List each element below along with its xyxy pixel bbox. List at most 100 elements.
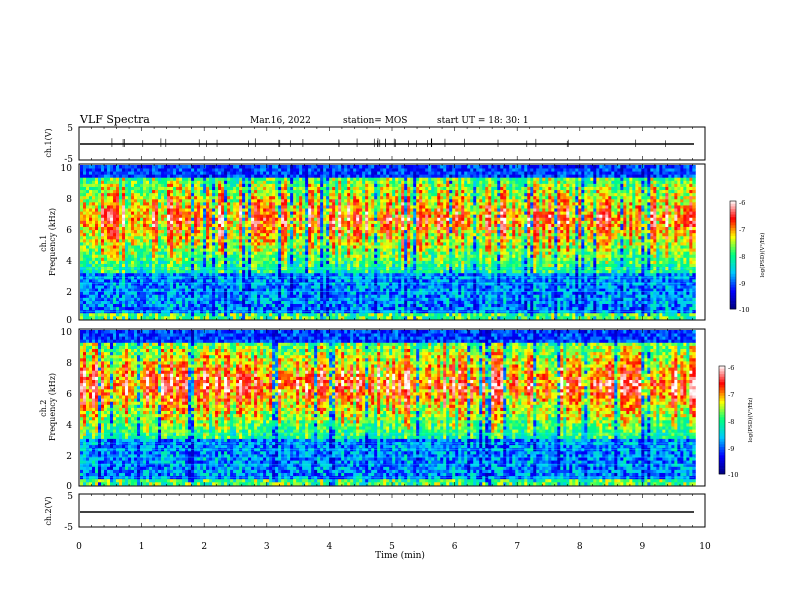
spectrogram-cell xyxy=(230,229,234,234)
spectrogram-cell xyxy=(257,254,261,258)
spectrogram-cell xyxy=(347,214,351,218)
spectrogram-cell xyxy=(275,288,279,292)
spectrogram-cell xyxy=(209,257,213,261)
spectrogram-cell xyxy=(356,238,360,243)
spectrogram-cell xyxy=(245,242,249,246)
spectrogram-cell xyxy=(233,183,237,187)
spectrogram-cell xyxy=(176,242,180,246)
spectrogram-cell xyxy=(86,214,90,218)
spectrogram-cell xyxy=(191,291,195,295)
spectrogram-cell xyxy=(218,294,222,298)
spectrogram-cell xyxy=(266,315,270,320)
spectrogram-cell xyxy=(188,168,192,172)
spectrogram-cell xyxy=(170,248,174,252)
spectrogram-cell xyxy=(185,288,189,292)
spectrogram-cell xyxy=(167,226,171,231)
spectrogram-cell xyxy=(140,217,144,221)
spectrogram-cell xyxy=(200,214,204,218)
spectrogram-cell xyxy=(305,263,309,268)
spectrogram-cell xyxy=(296,192,300,197)
spectrogram-cell xyxy=(143,291,147,295)
spectrogram-cell xyxy=(356,294,360,298)
spectrogram-cell xyxy=(107,208,111,212)
spectrogram-cell xyxy=(209,192,213,197)
spectrogram-cell xyxy=(263,306,267,311)
spectrogram-cell xyxy=(221,288,225,292)
spectrogram-cell xyxy=(212,278,216,283)
spectrogram-cell xyxy=(359,257,363,261)
spectrogram-cell xyxy=(365,186,369,191)
spectrogram-cell xyxy=(332,205,336,209)
spectrogram-cell xyxy=(317,288,321,292)
spectrogram-cell xyxy=(125,205,129,209)
spectrogram-cell xyxy=(368,192,372,197)
spectrogram-cell xyxy=(302,223,306,227)
spectrogram-cell xyxy=(131,288,135,292)
spectrogram-cell xyxy=(206,278,210,283)
spectrogram-cell xyxy=(116,192,120,197)
spectrogram-cell xyxy=(335,186,339,191)
spectrogram-cell xyxy=(263,217,267,221)
spectrogram-cell xyxy=(344,260,348,264)
spectrogram-cell xyxy=(116,278,120,283)
spectrogram-cell xyxy=(182,245,186,249)
spectrogram-cell xyxy=(233,205,237,209)
spectrogram-cell xyxy=(359,260,363,264)
spectrogram-cell xyxy=(197,217,201,221)
spectrogram-cell xyxy=(245,260,249,264)
spectrogram-cell xyxy=(218,232,222,237)
spectrogram-cell xyxy=(266,291,270,295)
spectrogram-cell xyxy=(125,211,129,215)
spectrogram-cell xyxy=(329,192,333,197)
spectrogram-cell xyxy=(209,251,213,255)
spectrogram-cell xyxy=(287,260,291,264)
spectrogram-cell xyxy=(122,257,126,261)
spectrogram-cell xyxy=(149,312,153,317)
spectrogram-cell xyxy=(326,180,330,184)
spectrogram-cell xyxy=(326,201,330,206)
spectrogram-cell xyxy=(101,195,105,200)
spectrogram-cell xyxy=(308,232,312,237)
spectrogram-cell xyxy=(269,201,273,206)
spectrogram-cell xyxy=(206,174,210,178)
spectrogram-cell xyxy=(221,291,225,295)
spectrogram-cell xyxy=(107,183,111,187)
spectrogram-cell xyxy=(134,214,138,218)
spectrogram-cell xyxy=(122,242,126,246)
spectrogram-cell xyxy=(179,217,183,221)
spectrogram-cell xyxy=(347,229,351,234)
spectrogram-cell xyxy=(134,285,138,289)
spectrogram-cell xyxy=(239,285,243,289)
spectrogram-cell xyxy=(254,229,258,234)
spectrogram-cell xyxy=(299,198,303,203)
spectrogram-cell xyxy=(104,312,108,317)
spectrogram-cell xyxy=(194,211,198,215)
spectrogram-cell xyxy=(248,257,252,261)
spectrogram-cell xyxy=(365,171,369,175)
spectrogram-cell xyxy=(323,208,327,212)
spectrogram-cell xyxy=(185,214,189,218)
start-time-label: start UT = 18: 30: 1 xyxy=(437,116,529,126)
spectrogram-cell xyxy=(260,223,264,227)
spectrogram-cell xyxy=(233,278,237,283)
spectrogram-cell xyxy=(134,208,138,212)
spectrogram-cell xyxy=(215,251,219,255)
spectrogram-cell xyxy=(344,229,348,234)
spectrogram-cell xyxy=(332,306,336,311)
spectrogram-cell xyxy=(293,165,297,169)
spectrogram-cell xyxy=(116,254,120,258)
spectrogram-cell xyxy=(113,278,117,283)
spectrogram-cell xyxy=(179,260,183,264)
spectrogram-cell xyxy=(107,235,111,240)
spectrogram-cell xyxy=(128,183,132,187)
spectrogram-cell xyxy=(179,312,183,317)
spectrogram-cell xyxy=(209,245,213,249)
spectrogram-cell xyxy=(170,186,174,191)
spectrogram-cell xyxy=(146,312,150,317)
spectrogram-cell xyxy=(86,183,90,187)
spectrogram-cell xyxy=(194,306,198,311)
spectrogram-cell xyxy=(311,198,315,203)
spectrogram-cell xyxy=(155,315,159,320)
spectrogram-cell xyxy=(218,183,222,187)
spectrogram-cell xyxy=(185,232,189,237)
